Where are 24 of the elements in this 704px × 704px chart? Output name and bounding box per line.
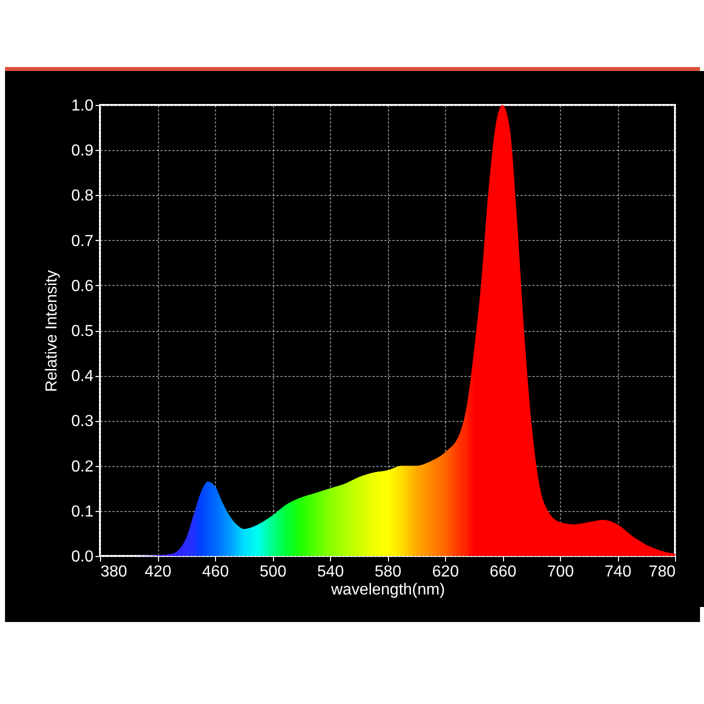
y-tick-label: 0.5 xyxy=(71,323,94,340)
x-axis-title: wavelength(nm) xyxy=(330,582,445,598)
y-tick-label: 1.0 xyxy=(71,98,94,114)
y-tick-label: 0.3 xyxy=(71,413,94,430)
x-tick-label: 540 xyxy=(317,564,344,580)
y-tick-label: 0.2 xyxy=(71,458,94,476)
y-tick-label: 0.7 xyxy=(71,232,94,250)
x-tick-label: 620 xyxy=(432,564,459,580)
y-tick-label: 0.0 xyxy=(71,548,94,566)
x-tick-label: 380 xyxy=(100,564,128,580)
x-tick-label: 700 xyxy=(547,564,574,580)
x-tick-label: 780 xyxy=(648,564,676,580)
y-tick-label: 0.6 xyxy=(71,278,94,295)
x-tick-label: 500 xyxy=(260,564,286,580)
x-tick-label: 580 xyxy=(374,564,402,580)
x-tick-label: 460 xyxy=(202,564,229,580)
x-tick-label: 660 xyxy=(490,564,516,580)
y-tick-label: 0.1 xyxy=(71,503,94,520)
y-tick-label: 0.8 xyxy=(71,188,94,205)
x-tick-label: 420 xyxy=(144,564,172,580)
x-tick-label: 740 xyxy=(604,564,632,580)
y-tick-label: 0.9 xyxy=(71,142,94,160)
y-axis-title: Relative Intensity xyxy=(43,270,60,392)
y-tick-label: 0.4 xyxy=(71,368,94,386)
